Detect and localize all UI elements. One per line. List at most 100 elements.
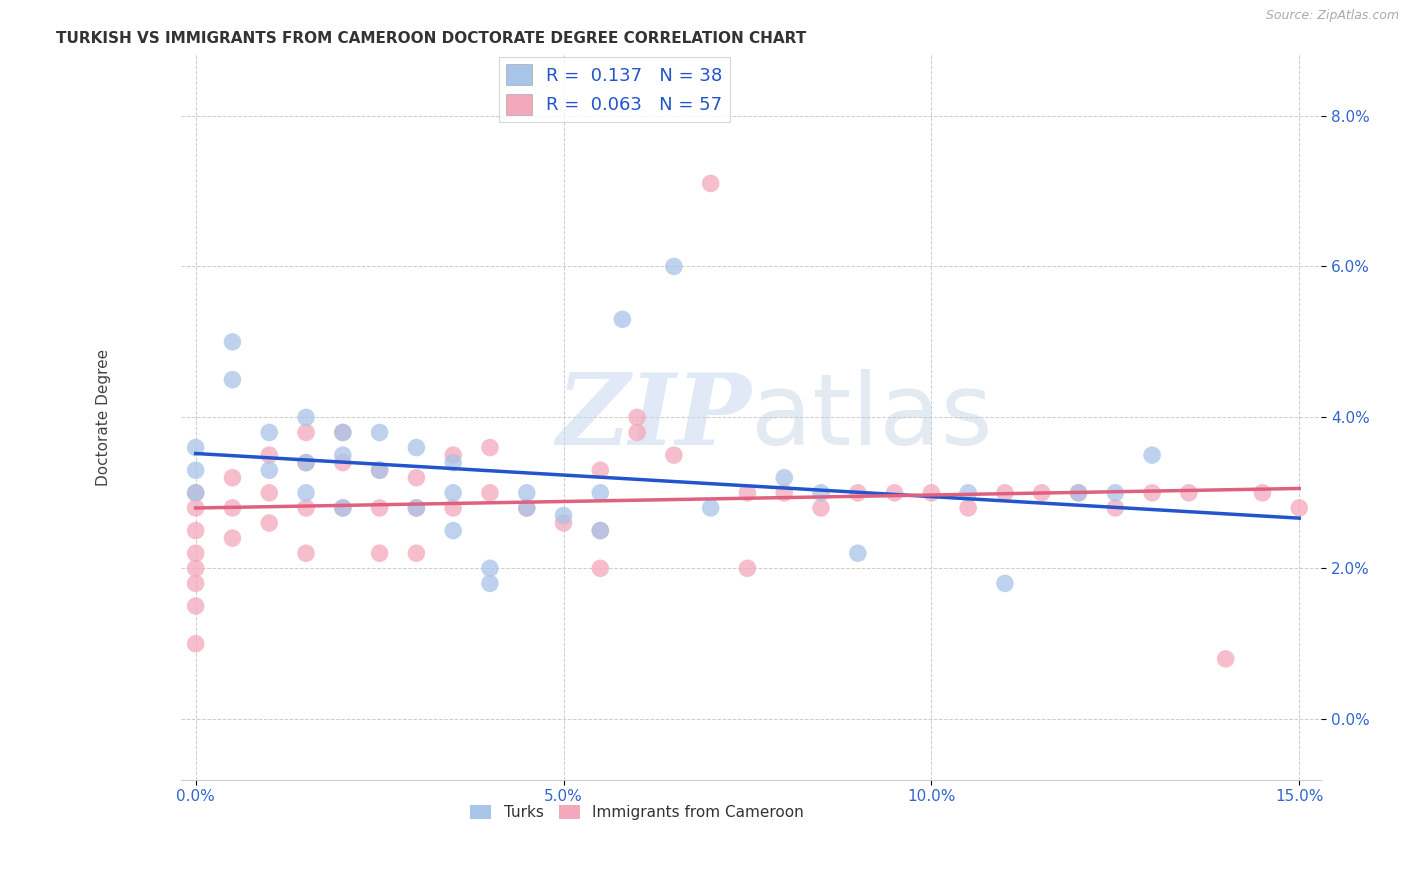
Text: Doctorate Degree: Doctorate Degree <box>96 349 111 486</box>
Point <box>184 500 207 515</box>
Point <box>368 463 391 477</box>
Point <box>589 524 612 538</box>
Point <box>405 471 427 485</box>
Point <box>699 500 721 515</box>
Point <box>1104 500 1126 515</box>
Point <box>332 456 354 470</box>
Point <box>184 441 207 455</box>
Point <box>441 456 464 470</box>
Point <box>589 486 612 500</box>
Point <box>737 486 759 500</box>
Point <box>295 425 318 440</box>
Point <box>662 260 685 274</box>
Point <box>589 463 612 477</box>
Point <box>478 576 501 591</box>
Point <box>405 500 427 515</box>
Point <box>516 486 538 500</box>
Point <box>257 486 280 500</box>
Point <box>553 508 575 523</box>
Point <box>257 516 280 530</box>
Text: TURKISH VS IMMIGRANTS FROM CAMEROON DOCTORATE DEGREE CORRELATION CHART: TURKISH VS IMMIGRANTS FROM CAMEROON DOCT… <box>56 31 807 46</box>
Point <box>221 373 243 387</box>
Point <box>368 500 391 515</box>
Point <box>1288 500 1310 515</box>
Point <box>257 425 280 440</box>
Point <box>441 448 464 462</box>
Point <box>1031 486 1053 500</box>
Point <box>589 561 612 575</box>
Point <box>478 486 501 500</box>
Point <box>295 546 318 560</box>
Point <box>221 531 243 545</box>
Point <box>957 500 980 515</box>
Point <box>332 425 354 440</box>
Point <box>184 524 207 538</box>
Point <box>699 177 721 191</box>
Point <box>516 500 538 515</box>
Point <box>994 486 1017 500</box>
Point <box>516 500 538 515</box>
Text: ZIP: ZIP <box>557 369 751 466</box>
Point <box>441 486 464 500</box>
Point <box>405 500 427 515</box>
Point <box>184 576 207 591</box>
Point <box>221 334 243 349</box>
Point <box>883 486 905 500</box>
Point <box>773 486 796 500</box>
Point <box>405 546 427 560</box>
Point <box>295 456 318 470</box>
Point <box>612 312 634 326</box>
Point <box>1067 486 1090 500</box>
Point <box>184 486 207 500</box>
Point <box>332 500 354 515</box>
Point <box>662 448 685 462</box>
Point <box>221 500 243 515</box>
Point <box>368 546 391 560</box>
Point <box>1104 486 1126 500</box>
Point <box>920 486 942 500</box>
Point <box>994 576 1017 591</box>
Point <box>1178 486 1201 500</box>
Point <box>553 516 575 530</box>
Point <box>1251 486 1274 500</box>
Point <box>810 500 832 515</box>
Point <box>405 441 427 455</box>
Point <box>368 425 391 440</box>
Point <box>295 410 318 425</box>
Point <box>441 524 464 538</box>
Point <box>478 561 501 575</box>
Text: Source: ZipAtlas.com: Source: ZipAtlas.com <box>1265 9 1399 22</box>
Text: atlas: atlas <box>751 369 993 466</box>
Point <box>478 441 501 455</box>
Point <box>626 425 648 440</box>
Point <box>257 448 280 462</box>
Point <box>332 500 354 515</box>
Point <box>257 463 280 477</box>
Point <box>1140 486 1163 500</box>
Point <box>184 561 207 575</box>
Legend: Turks, Immigrants from Cameroon: Turks, Immigrants from Cameroon <box>464 799 810 826</box>
Point <box>626 410 648 425</box>
Point <box>332 425 354 440</box>
Point <box>295 486 318 500</box>
Point <box>221 471 243 485</box>
Point <box>1215 652 1237 666</box>
Point <box>184 463 207 477</box>
Point <box>1140 448 1163 462</box>
Point <box>184 599 207 613</box>
Point <box>184 546 207 560</box>
Point <box>1067 486 1090 500</box>
Point <box>332 448 354 462</box>
Point <box>589 524 612 538</box>
Point <box>184 637 207 651</box>
Point <box>441 500 464 515</box>
Point <box>295 456 318 470</box>
Point <box>810 486 832 500</box>
Point <box>737 561 759 575</box>
Point <box>846 546 869 560</box>
Point <box>184 486 207 500</box>
Point <box>957 486 980 500</box>
Point <box>773 471 796 485</box>
Point <box>295 500 318 515</box>
Point <box>368 463 391 477</box>
